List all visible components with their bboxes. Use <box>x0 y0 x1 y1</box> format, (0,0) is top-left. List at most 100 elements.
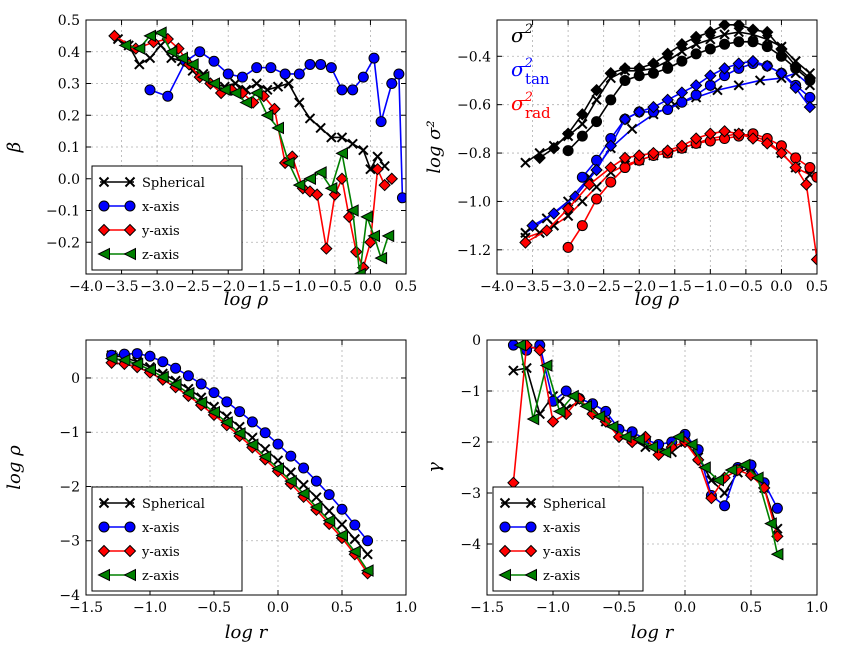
data-point <box>576 171 588 183</box>
data-point <box>236 71 248 83</box>
y-tick-label: −0.6 <box>457 98 491 114</box>
data-point <box>298 479 309 491</box>
data-point <box>619 74 631 86</box>
series-y-axis <box>533 20 817 165</box>
data-point <box>520 157 531 168</box>
annotation-base: σ <box>511 57 526 81</box>
data-point <box>336 503 348 515</box>
y-tick-label: 0.5 <box>58 13 80 29</box>
data-point <box>117 353 131 367</box>
x-axis-label: log r <box>631 622 675 643</box>
legend-marker <box>123 247 136 261</box>
data-point <box>800 178 813 191</box>
data-point <box>194 396 208 409</box>
data-point <box>246 416 258 428</box>
data-point <box>374 251 388 265</box>
data-point <box>576 108 589 121</box>
legend-label: z-axis <box>142 569 179 584</box>
x-tick-label: −0.5 <box>602 600 636 616</box>
x-tick-label: −1.0 <box>693 279 727 295</box>
data-point <box>645 440 658 454</box>
data-point <box>633 62 646 75</box>
y-tick-label: −0.2 <box>46 235 80 251</box>
data-point <box>803 100 817 114</box>
data-point <box>690 48 702 60</box>
legend-marker <box>498 544 512 558</box>
data-point <box>271 121 284 135</box>
y-axis-label: β <box>4 142 25 153</box>
data-point <box>360 210 373 224</box>
data-point <box>746 23 760 36</box>
data-point <box>576 130 588 142</box>
data-point <box>771 502 783 514</box>
series-rad-x-axis <box>562 128 817 253</box>
series-tan-y-axis <box>526 54 817 232</box>
annotation: σ2 rad <box>511 90 551 122</box>
data-point <box>789 59 802 73</box>
legend-marker <box>97 223 111 237</box>
series-x-axis <box>144 46 406 204</box>
data-point <box>279 68 291 80</box>
data-point <box>309 500 323 514</box>
data-point <box>372 151 383 162</box>
data-point <box>719 38 731 50</box>
x-tick-label: 0.0 <box>359 279 381 295</box>
x-axis-label: log r <box>225 622 269 643</box>
legend-marker <box>524 568 537 582</box>
data-point <box>704 25 717 39</box>
legend-marker <box>97 568 110 582</box>
x-tick-label: −1.5 <box>69 600 103 616</box>
data-point <box>393 68 405 80</box>
data-point <box>208 387 220 399</box>
x-tick-label: −3.0 <box>140 279 174 295</box>
data-point <box>364 236 377 249</box>
data-point <box>132 42 146 55</box>
data-point <box>282 156 295 170</box>
data-point <box>733 26 744 38</box>
data-point <box>335 147 348 160</box>
data-point <box>647 57 660 70</box>
legend-marker <box>98 176 110 188</box>
data-point <box>186 58 199 71</box>
y-axis-label: γ <box>424 462 445 473</box>
data-point <box>260 108 274 122</box>
data-point <box>719 29 730 40</box>
data-point <box>737 458 751 472</box>
legend-label: Spherical <box>142 176 205 191</box>
data-point <box>296 487 310 500</box>
y-tick-label: 0 <box>71 371 80 387</box>
data-point <box>591 116 603 128</box>
data-point <box>547 207 561 220</box>
data-point <box>562 210 574 222</box>
data-point <box>293 68 305 80</box>
legend-marker <box>124 497 136 509</box>
data-point <box>207 405 220 419</box>
plot-frame <box>85 19 407 275</box>
x-tick-label: 0.5 <box>331 600 353 616</box>
data-point <box>698 461 711 474</box>
x-tick-label: −1.5 <box>470 600 504 616</box>
data-point <box>315 122 326 134</box>
x-tick-label: −1.0 <box>536 600 570 616</box>
data-point <box>375 116 387 128</box>
legend-label: Spherical <box>142 497 205 512</box>
data-point <box>181 386 195 400</box>
legend-marker <box>124 200 136 212</box>
data-point <box>647 146 660 160</box>
plot-frame <box>486 339 818 596</box>
data-point <box>690 38 702 50</box>
data-point <box>303 172 316 186</box>
legend-marker <box>525 521 537 533</box>
legend-marker <box>524 544 538 558</box>
y-tick-label: −1 <box>460 384 481 400</box>
legend-marker <box>499 497 511 509</box>
data-point <box>326 132 337 143</box>
plot-area <box>507 340 784 561</box>
legend-marker <box>499 521 511 533</box>
x-tick-label: 1.0 <box>395 600 417 616</box>
legend-box <box>91 165 243 271</box>
legend-box <box>492 486 644 592</box>
annotation-sup: 2 <box>524 56 533 71</box>
data-point <box>764 517 777 530</box>
